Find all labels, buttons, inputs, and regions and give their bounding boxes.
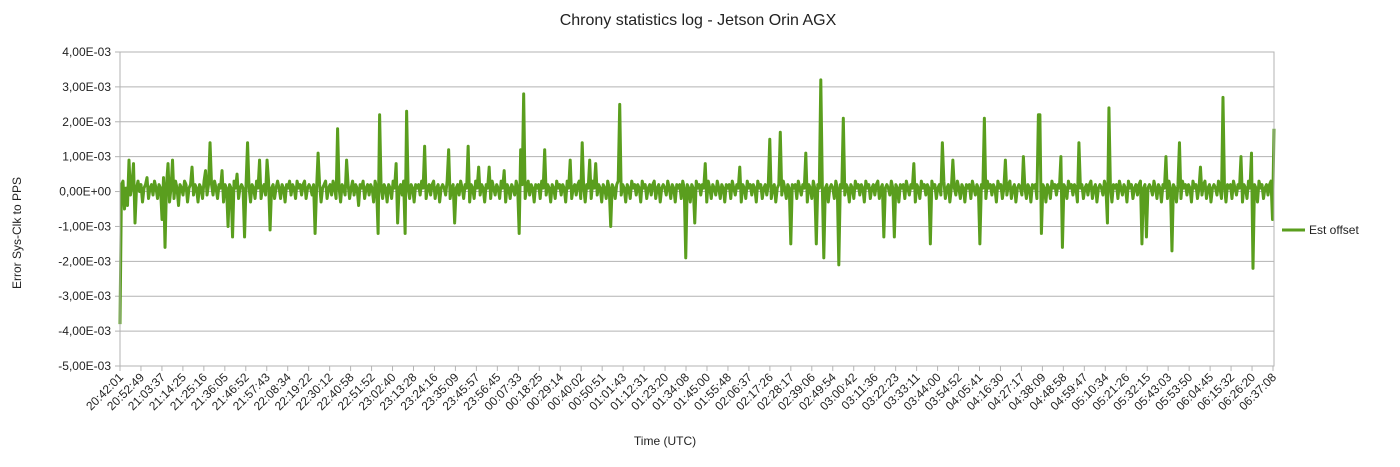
y-axis-ticks: 4,00E-03 3,00E-03 2,00E-03 1,00E-03 0,00E+00… [58,45,120,373]
x-axis-title: Time (UTC) [634,434,696,448]
y-tick-label: -2,00E-03 [58,254,111,268]
chart-title: Chrony statistics log - Jetson Orin AGX [560,12,837,29]
y-axis-title: Error Sys-Clk to PPS [10,177,24,289]
legend-label: Est offset [1309,223,1359,237]
y-tick-label: 4,00E-03 [62,45,111,59]
legend: Est offset [1282,223,1359,237]
series-layer [118,78,1276,325]
plot-area-border [119,51,1275,367]
y-tick-label: 1,00E-03 [62,150,111,164]
series-line-est-offset [118,78,1276,325]
y-tick-label: 0,00E+00 [59,185,111,199]
x-axis-ticks: 20:42:0120:52:4921:03:3721:14:2521:25:16… [83,366,1279,413]
y-tick-label: -5,00E-03 [58,359,111,373]
y-tick-label: -1,00E-03 [58,219,111,233]
y-tick-label: 2,00E-03 [62,115,111,129]
y-tick-label: -4,00E-03 [58,324,111,338]
y-tick-label: 3,00E-03 [62,80,111,94]
y-tick-label: -3,00E-03 [58,289,111,303]
